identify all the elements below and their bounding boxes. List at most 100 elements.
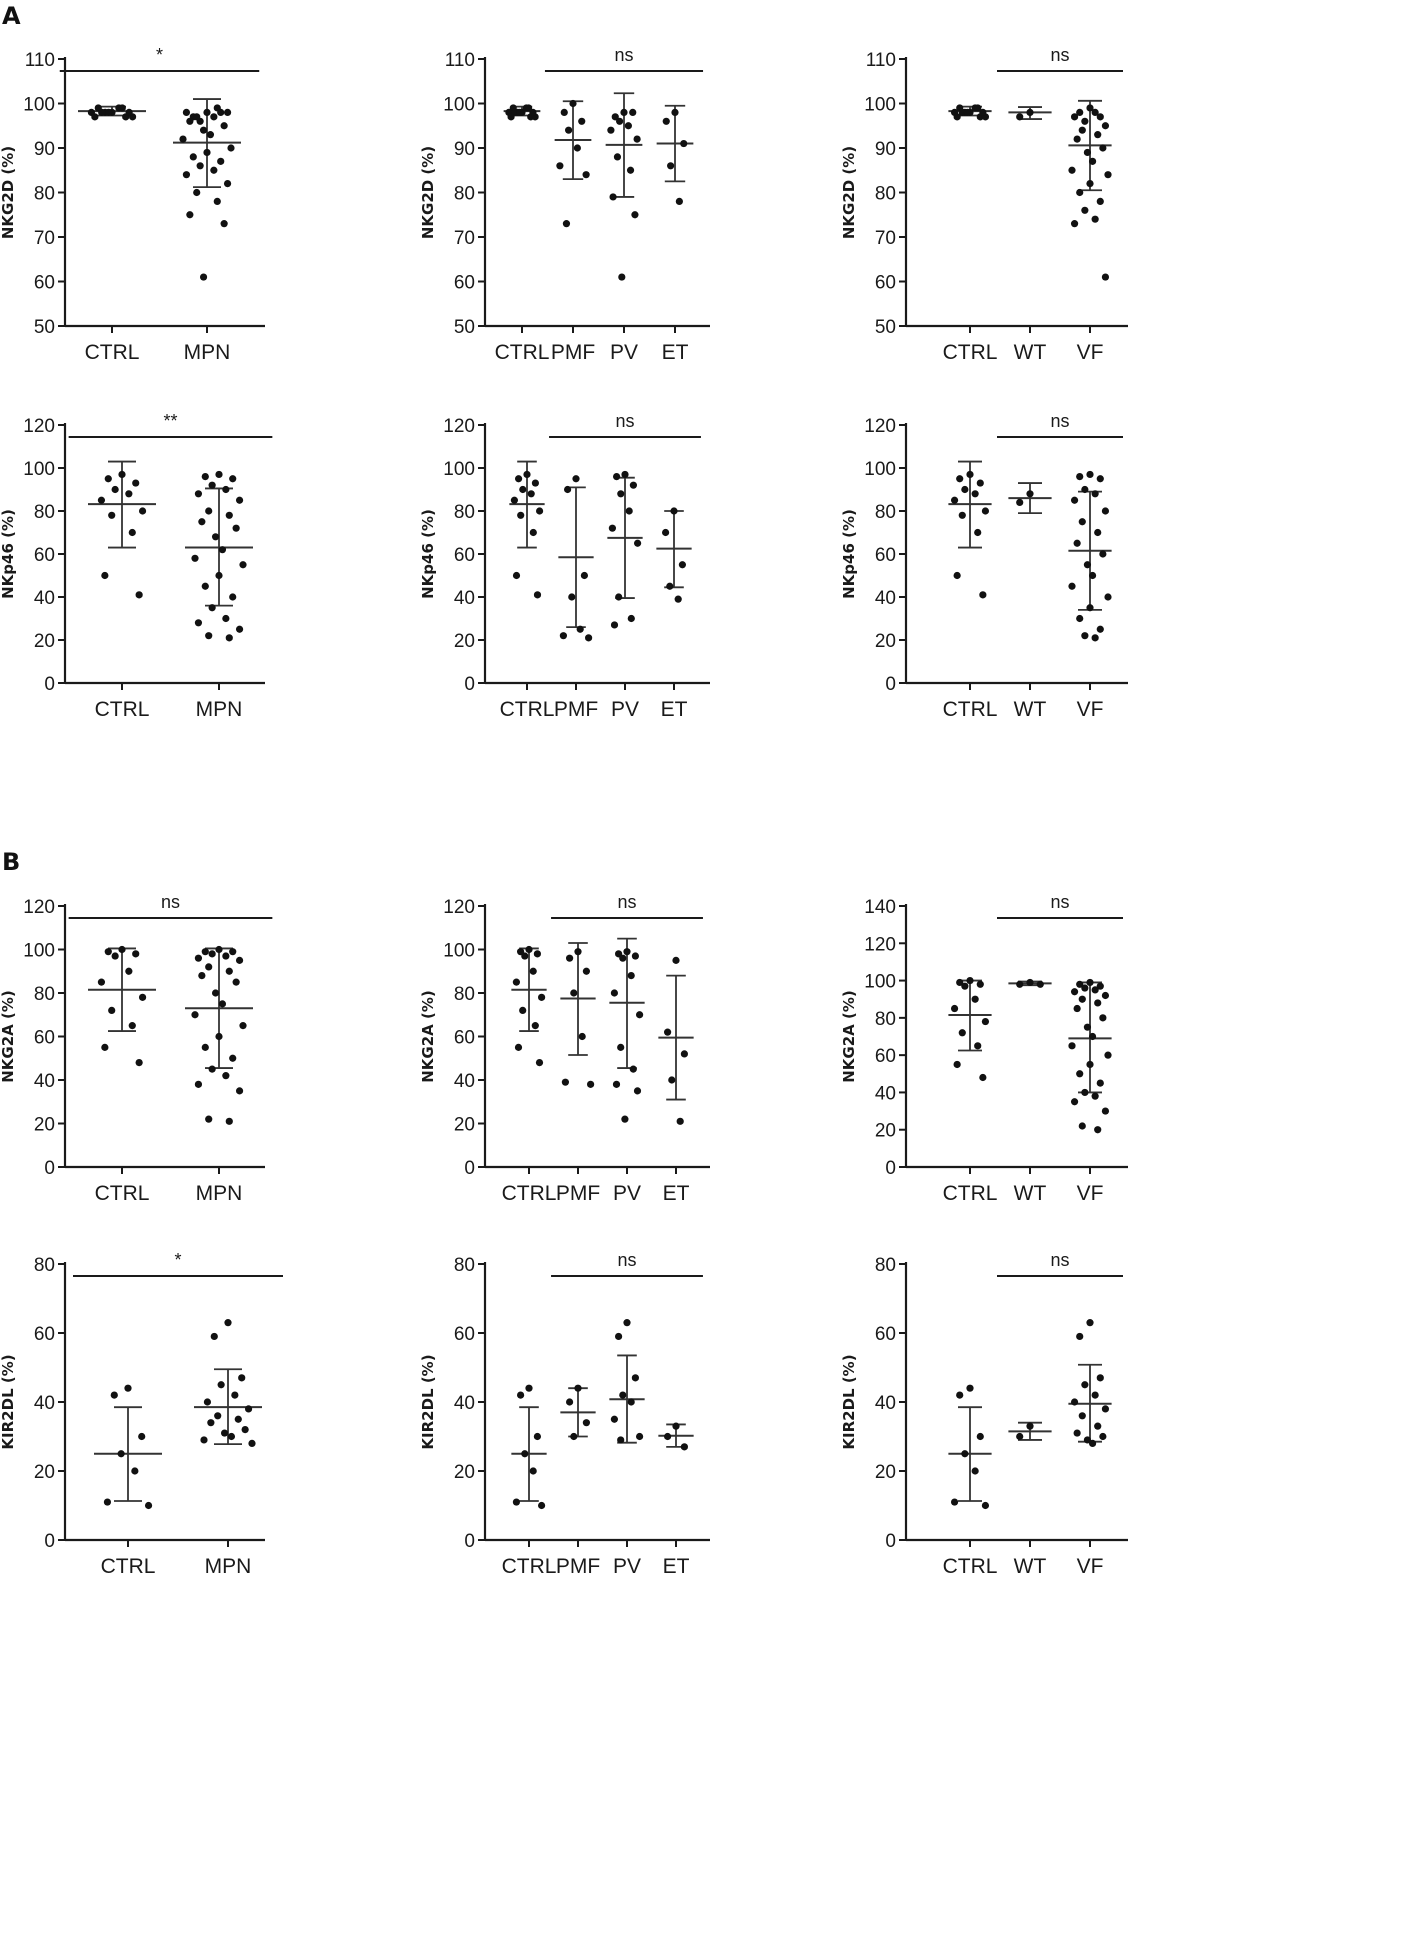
y-axis-title: NKG2A (%) [0, 990, 17, 1083]
y-tick-label: 120 [443, 897, 475, 918]
data-point [198, 518, 206, 526]
data-point [101, 571, 109, 580]
y-axis-title: NKp46 (%) [0, 509, 17, 599]
significance-label: * [156, 45, 163, 65]
data-point [131, 1467, 139, 1475]
data-point [215, 945, 223, 954]
category-label: ET [663, 1182, 690, 1205]
y-tick-label: 110 [445, 50, 475, 71]
data-point [524, 104, 533, 112]
y-tick-label: 90 [454, 139, 475, 160]
chart-8: 0 20 40 60 80 100 120 NKG2A (%) CTRL PMF PV ET ns [419, 892, 710, 1205]
data-point [223, 108, 232, 116]
data-point [516, 108, 524, 116]
data-point [205, 632, 213, 640]
chart-9: 0 20 40 60 80 100 120 140 NKG2A (%) CTRL WT VF ns [840, 892, 1128, 1205]
y-axis-title: NKG2D (%) [419, 146, 437, 239]
data-point [624, 122, 632, 130]
y-tick-label: 40 [34, 1393, 55, 1414]
data-point [979, 591, 987, 599]
data-point [533, 950, 542, 958]
data-point [194, 490, 203, 498]
data-point [111, 485, 119, 494]
data-point [223, 180, 232, 188]
data-point [1086, 180, 1094, 188]
category-label: MPN [196, 698, 243, 721]
data-point [529, 108, 537, 116]
data-point [125, 490, 133, 498]
data-point [610, 1415, 619, 1423]
data-point [564, 485, 572, 494]
data-point [1088, 1439, 1097, 1447]
data-point [507, 113, 515, 121]
data-point [227, 144, 235, 152]
data-point [678, 561, 687, 569]
significance-label: ns [1050, 892, 1069, 912]
data-point [576, 625, 584, 633]
data-point [1091, 634, 1099, 642]
category-label: CTRL [95, 1182, 150, 1205]
data-point [633, 1087, 642, 1095]
y-tick-label: 50 [875, 317, 896, 338]
data-point [619, 954, 627, 962]
data-point [629, 108, 637, 116]
data-point [680, 1443, 689, 1451]
data-point [623, 948, 631, 956]
data-point [1076, 1332, 1084, 1341]
category-label: WT [1014, 341, 1047, 364]
data-point [1070, 113, 1079, 121]
data-point [235, 625, 244, 633]
significance-label: ns [615, 411, 634, 431]
data-point [617, 1043, 625, 1051]
y-axis-title: NKG2A (%) [419, 990, 437, 1083]
data-point [225, 634, 233, 642]
data-point [1073, 135, 1081, 143]
data-point [527, 490, 535, 498]
data-point [981, 1017, 990, 1026]
data-point [1070, 1098, 1079, 1106]
data-point [667, 162, 675, 170]
data-point [950, 1004, 959, 1013]
data-point [617, 1436, 625, 1444]
data-point [217, 1381, 225, 1389]
y-tick-label: 40 [454, 1071, 475, 1092]
y-tick-label: 140 [864, 897, 896, 918]
y-tick-label: 120 [864, 934, 896, 955]
data-point [1078, 1122, 1086, 1130]
y-tick-label: 80 [875, 502, 896, 523]
data-point [1078, 518, 1086, 526]
y-tick-label: 70 [875, 228, 896, 249]
y-tick-label: 110 [866, 50, 896, 71]
data-point [1101, 1107, 1110, 1115]
data-point [611, 113, 619, 121]
data-point [676, 1117, 684, 1125]
data-point [235, 496, 244, 504]
data-point [631, 952, 640, 960]
y-tick-label: 100 [23, 95, 55, 116]
data-point [675, 197, 683, 205]
data-point [1076, 980, 1084, 988]
y-tick-label: 60 [454, 273, 475, 294]
data-point [671, 108, 679, 116]
data-point [966, 1384, 974, 1392]
data-point [203, 108, 211, 116]
data-point [218, 546, 227, 554]
category-label: ET [662, 341, 689, 364]
y-tick-label: 100 [23, 941, 55, 962]
category-label: CTRL [502, 1182, 557, 1205]
data-point [616, 117, 624, 125]
data-point [556, 162, 564, 170]
data-point [1101, 122, 1110, 130]
category-label: PMF [556, 1182, 600, 1205]
data-point [201, 1043, 209, 1051]
data-point [566, 954, 574, 962]
data-point [971, 490, 979, 498]
y-tick-label: 60 [454, 545, 475, 566]
data-point [1016, 498, 1024, 506]
y-tick-label: 120 [23, 897, 55, 918]
data-point [213, 104, 221, 112]
data-point [224, 1319, 232, 1327]
data-point [610, 989, 619, 997]
data-point [1070, 496, 1079, 504]
data-point [208, 1065, 216, 1073]
